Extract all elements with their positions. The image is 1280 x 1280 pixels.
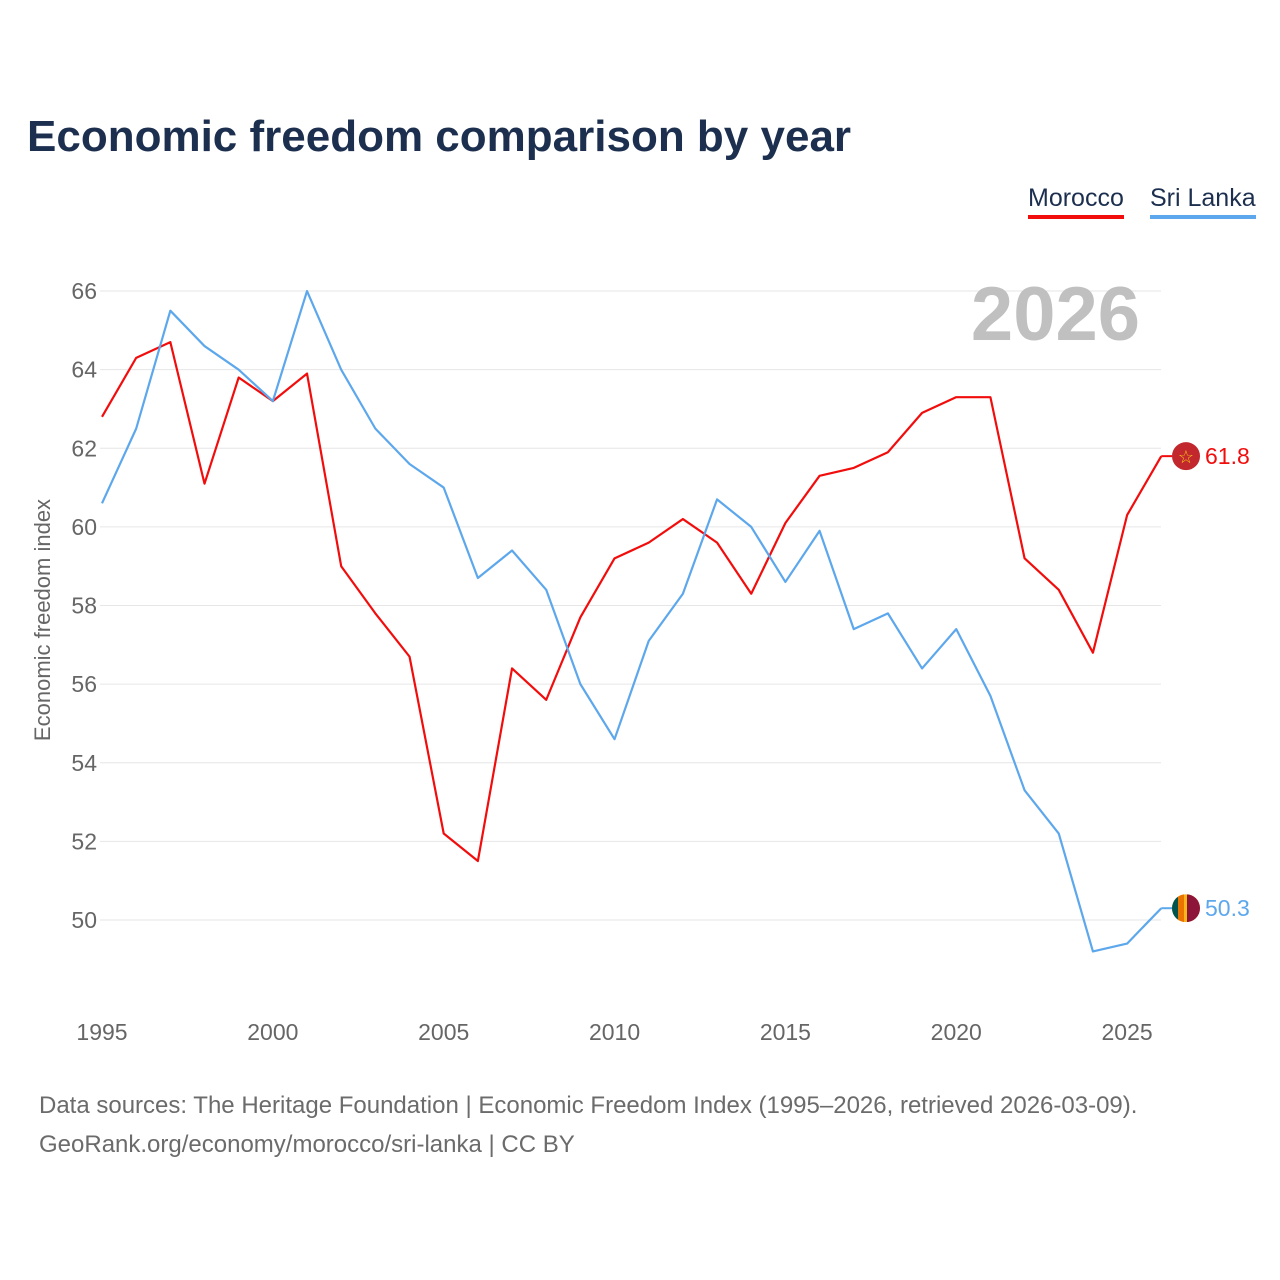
x-tick-label: 2015	[760, 1019, 811, 1045]
x-tick-label: 1995	[76, 1019, 127, 1045]
legend-sri-lanka[interactable]: Sri Lanka	[1150, 184, 1256, 219]
end-value-label: 61.8	[1205, 443, 1250, 469]
legend-morocco[interactable]: Morocco	[1028, 184, 1124, 219]
y-tick-label: 64	[71, 357, 97, 383]
flag-green	[1172, 894, 1178, 923]
morocco-flag-icon	[1172, 442, 1200, 471]
source-note: Data sources: The Heritage Foundation | …	[39, 1086, 1137, 1164]
y-tick-label: 50	[71, 907, 97, 933]
x-tick-label: 2025	[1102, 1019, 1153, 1045]
chart-title: Economic freedom comparison by year	[27, 112, 852, 161]
source-line-1: Data sources: The Heritage Foundation | …	[39, 1092, 1138, 1119]
y-tick-label: 54	[71, 750, 97, 776]
end-value-label: 50.3	[1205, 895, 1250, 921]
series-line-sri-lanka	[100, 289, 1163, 953]
y-tick-label: 58	[71, 593, 97, 619]
sri-lanka-flag-icon	[1172, 894, 1200, 923]
series-line-morocco	[101, 341, 1163, 863]
y-tick-label: 56	[71, 671, 97, 697]
y-tick-label: 60	[71, 514, 97, 540]
x-tick-label: 2010	[589, 1019, 640, 1045]
y-tick-label: 62	[71, 435, 97, 461]
x-tick-label: 2020	[931, 1019, 982, 1045]
y-axis-label: Economic freedom index	[30, 499, 55, 741]
flag-orange	[1178, 894, 1184, 923]
x-tick-label: 2000	[247, 1019, 298, 1045]
year-watermark: 2026	[971, 272, 1140, 357]
y-tick-label: 66	[71, 278, 97, 304]
y-tick-label: 52	[71, 828, 97, 854]
x-tick-label: 2005	[418, 1019, 469, 1045]
flag-maroon	[1187, 894, 1200, 923]
flag-star-icon: ☆	[1178, 447, 1194, 467]
source-line-2[interactable]: GeoRank.org/economy/morocco/sri-lanka | …	[39, 1131, 575, 1158]
